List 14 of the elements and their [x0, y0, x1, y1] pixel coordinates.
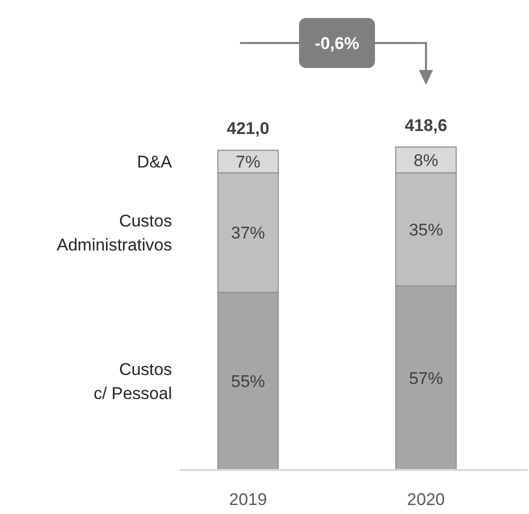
data-label: 7% [236, 152, 260, 172]
text: -0,6% [314, 34, 360, 53]
x-tick-label: 2020 [407, 490, 445, 509]
data-label: 55% [231, 372, 266, 392]
text: Custos Administrativos [56, 212, 172, 255]
data-label: 35% [408, 220, 443, 240]
data-label: 57% [408, 368, 443, 388]
text: D&A [137, 152, 173, 172]
annotation: 421,0 [226, 119, 270, 138]
data-label: 37% [231, 224, 266, 243]
data-label: 8% [414, 150, 438, 170]
x-tick-label: 2019 [229, 490, 267, 509]
annotation: 418,6 [404, 116, 448, 135]
text: Custos c/ Pessoal [94, 360, 172, 404]
